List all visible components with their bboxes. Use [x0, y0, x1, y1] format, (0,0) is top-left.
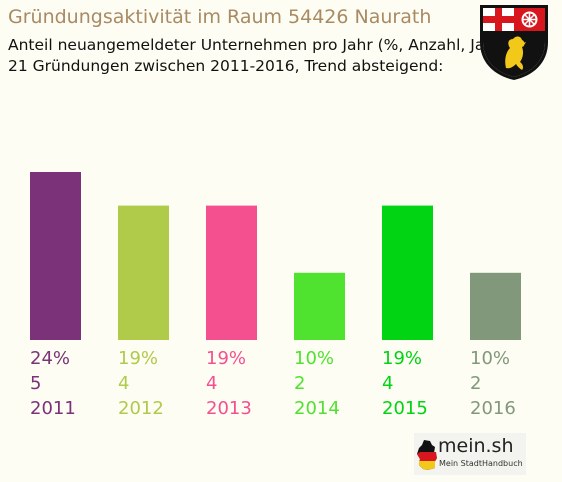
- bar-2011: [30, 172, 81, 340]
- chart-title: Gründungsaktivität im Raum 54426 Naurath: [8, 6, 432, 28]
- percent-label-2014: 10%: [294, 348, 334, 369]
- coat-of-arms-icon: [480, 5, 548, 80]
- percent-label-2012: 19%: [118, 348, 158, 369]
- percent-label-2013: 19%: [206, 348, 246, 369]
- count-label-2016: 2: [470, 373, 481, 394]
- logo-wordmark: mein.sh: [438, 435, 514, 457]
- bar-2016: [470, 272, 521, 340]
- bar-2012: [118, 205, 169, 340]
- logo-tagline: Mein StadtHandbuch: [439, 459, 523, 468]
- year-label-2011: 2011: [30, 398, 76, 419]
- bar-2014: [294, 272, 345, 340]
- year-label-2015: 2015: [382, 398, 428, 419]
- chart-subtitle: Anteil neuangemeldeter Unternehmen pro J…: [8, 36, 507, 54]
- bar-2015: [382, 205, 433, 340]
- mein-sh-logo: mein.sh Mein StadtHandbuch: [414, 433, 526, 475]
- percent-label-2016: 10%: [470, 348, 510, 369]
- count-label-2012: 4: [118, 373, 129, 394]
- percent-label-2011: 24%: [30, 348, 70, 369]
- germany-map-icon: [417, 440, 437, 470]
- year-label-2014: 2014: [294, 398, 340, 419]
- chart-summary: 21 Gründungen zwischen 2011-2016, Trend …: [8, 57, 444, 75]
- count-label-2011: 5: [30, 373, 41, 394]
- bar-2013: [206, 205, 257, 340]
- year-label-2013: 2013: [206, 398, 252, 419]
- count-label-2014: 2: [294, 373, 305, 394]
- year-label-2012: 2012: [118, 398, 164, 419]
- count-label-2013: 4: [206, 373, 217, 394]
- year-label-2016: 2016: [470, 398, 516, 419]
- percent-label-2015: 19%: [382, 348, 422, 369]
- count-label-2015: 4: [382, 373, 393, 394]
